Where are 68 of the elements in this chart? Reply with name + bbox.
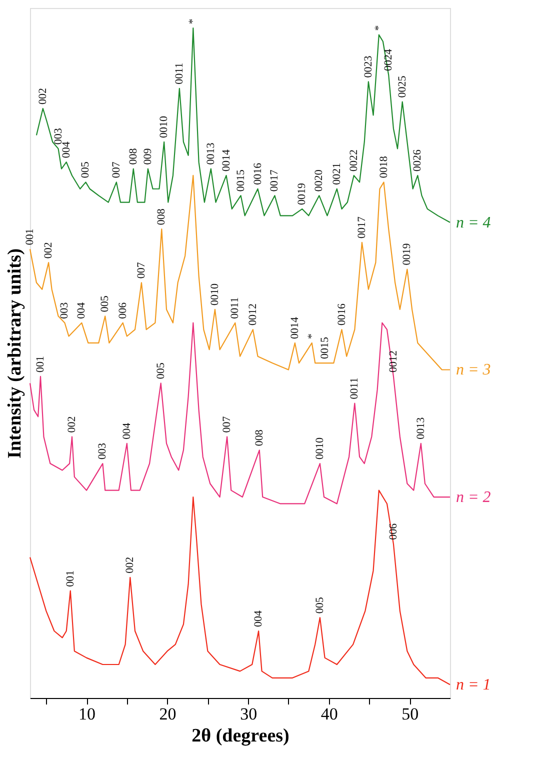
x-axis-title: 2θ (degrees) bbox=[192, 726, 290, 746]
series-label: n = 2 bbox=[456, 489, 491, 506]
annotation: 0017 bbox=[268, 169, 281, 192]
annotation: 0015 bbox=[318, 336, 331, 360]
annotation: 008 bbox=[156, 208, 168, 226]
annotation: 0026 bbox=[412, 148, 424, 172]
annotation: 0018 bbox=[378, 156, 390, 178]
x-tick-label: 10 bbox=[78, 704, 96, 724]
annotation: 0012 bbox=[387, 350, 400, 372]
series-label: n = 1 bbox=[456, 676, 491, 694]
annotation: 002 bbox=[42, 242, 55, 259]
annotation: 0010 bbox=[208, 282, 221, 306]
x-tick-label: 30 bbox=[240, 704, 258, 724]
annotation: 0017 bbox=[356, 216, 368, 238]
annotation: 0019 bbox=[296, 182, 308, 205]
annotation: 0013 bbox=[204, 142, 217, 165]
annotation: 008 bbox=[253, 429, 266, 446]
annotation: * bbox=[187, 18, 200, 24]
x-tick-label: 20 bbox=[159, 704, 176, 724]
annotation: 005 bbox=[80, 161, 92, 178]
series-label: n = 4 bbox=[456, 214, 491, 232]
annotation: 006 bbox=[387, 522, 400, 540]
annotation: 0015 bbox=[234, 169, 247, 192]
annotation: 0016 bbox=[252, 162, 264, 185]
annotation: 0010 bbox=[158, 115, 170, 138]
annotation: * bbox=[372, 25, 385, 31]
annotation: 0010 bbox=[314, 437, 326, 460]
annotation: 0020 bbox=[313, 169, 326, 192]
annotation: 0022 bbox=[348, 149, 360, 172]
annotation: 004 bbox=[252, 610, 265, 628]
series-label: n = 3 bbox=[456, 362, 491, 379]
annotation: 0021 bbox=[330, 162, 343, 185]
x-tick-label: 40 bbox=[320, 704, 338, 724]
annotation: 002 bbox=[66, 416, 78, 433]
annotation: 0014 bbox=[288, 316, 301, 339]
annotation: * bbox=[306, 333, 318, 339]
annotation: 0013 bbox=[414, 416, 427, 440]
annotation: 0011 bbox=[173, 62, 186, 84]
annotation: 005 bbox=[154, 362, 167, 380]
annotation: 0012 bbox=[246, 304, 259, 326]
annotation: 0025 bbox=[396, 75, 408, 98]
annotation: 0019 bbox=[401, 242, 414, 266]
annotation: 007 bbox=[110, 161, 122, 178]
annotation: 001 bbox=[24, 228, 36, 246]
y-axis-title: Intensity (arbitrary units) bbox=[4, 248, 26, 459]
annotation: 009 bbox=[142, 148, 154, 165]
annotation: 001 bbox=[34, 356, 46, 372]
annotation: 0023 bbox=[362, 55, 374, 78]
annotation: 002 bbox=[124, 556, 136, 574]
annotation: 005 bbox=[99, 295, 112, 312]
annotation: 0014 bbox=[220, 148, 232, 172]
annotation: 0016 bbox=[336, 303, 348, 326]
annotation: 007 bbox=[221, 416, 234, 433]
annotation: 006 bbox=[116, 302, 129, 319]
annotation: 004 bbox=[60, 141, 72, 158]
annotation: 005 bbox=[314, 596, 326, 614]
annotation: 004 bbox=[120, 422, 133, 440]
annotation: 008 bbox=[127, 148, 140, 165]
annotation: 001 bbox=[64, 570, 76, 587]
annotation: 007 bbox=[135, 262, 148, 279]
annotation: 003 bbox=[96, 442, 109, 460]
annotation: 0011 bbox=[229, 297, 242, 319]
annotation: 003 bbox=[58, 302, 71, 319]
annotation: 0011 bbox=[348, 378, 361, 400]
annotation: 002 bbox=[36, 88, 49, 104]
annotation: 004 bbox=[76, 302, 88, 319]
x-tick-label: 50 bbox=[402, 704, 419, 724]
annotation: 0024 bbox=[382, 48, 395, 71]
